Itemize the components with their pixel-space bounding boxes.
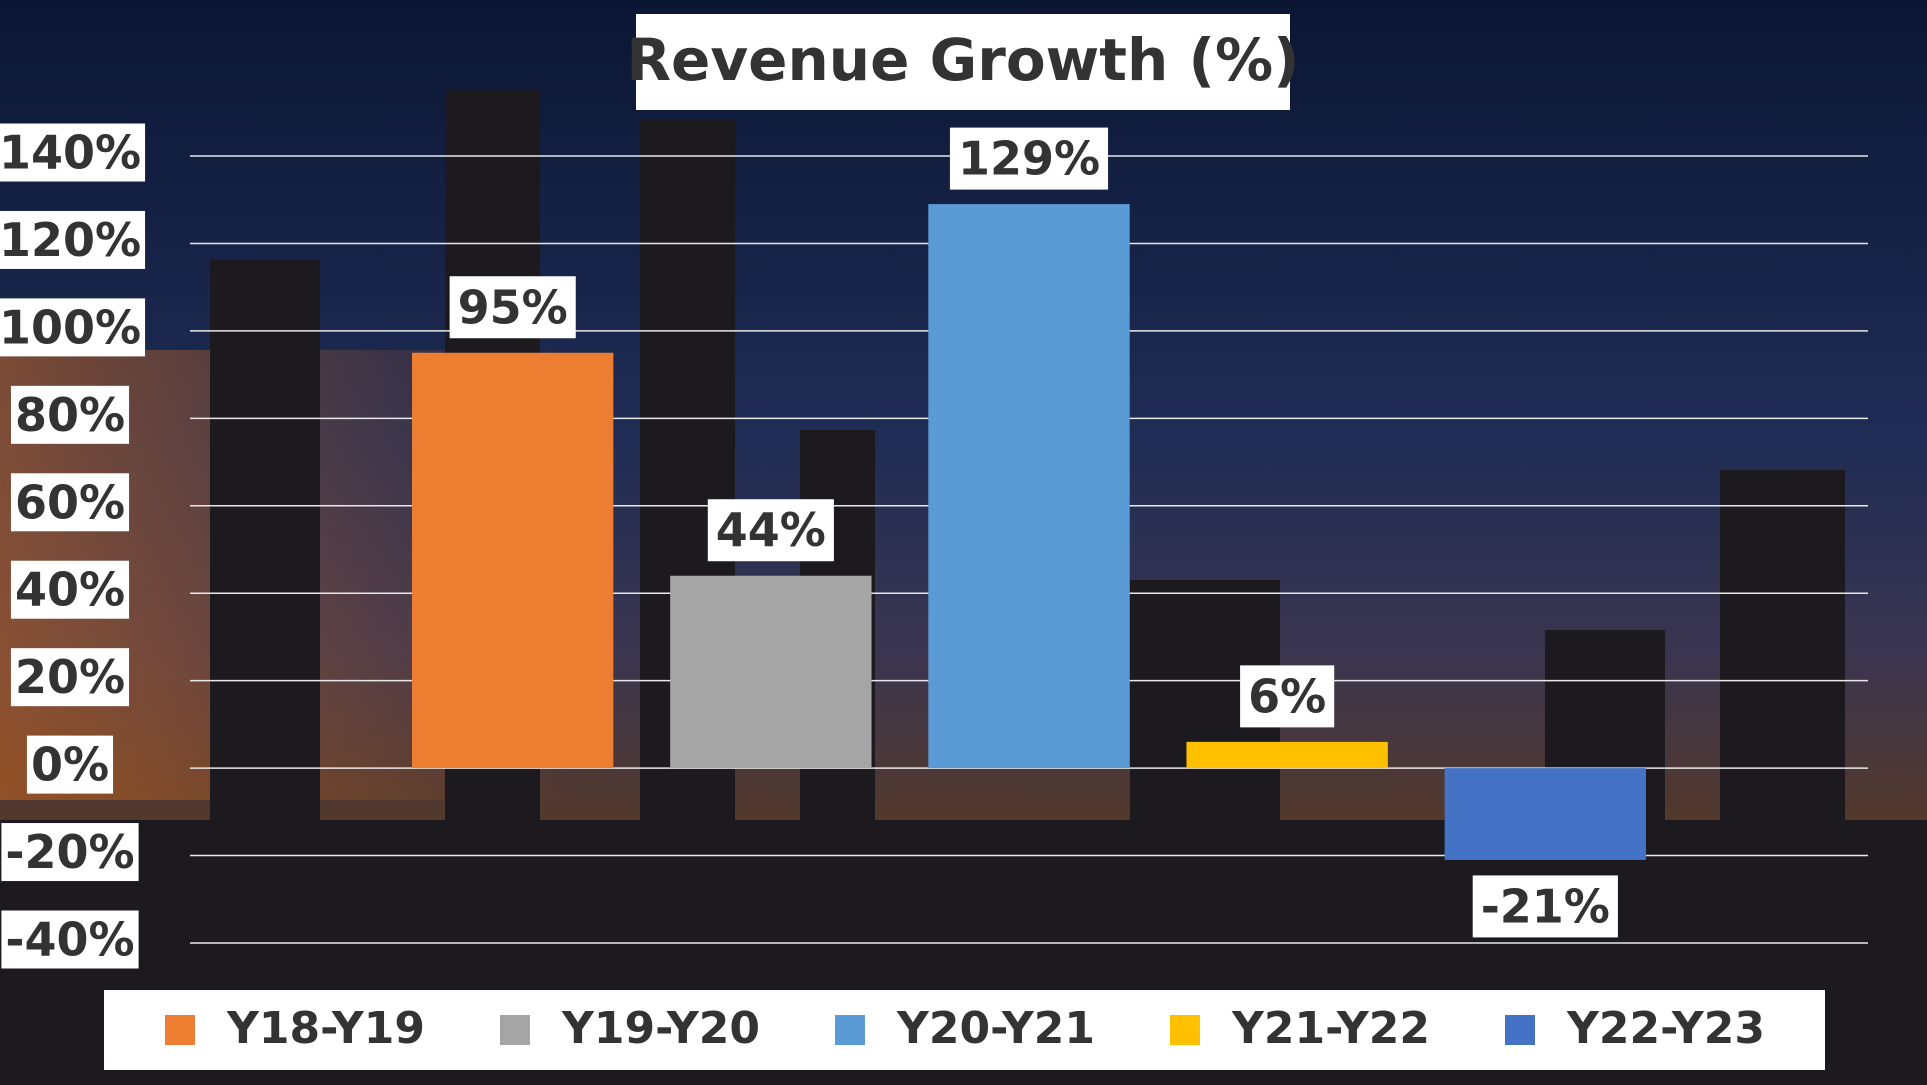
y-tick-label-box xyxy=(0,123,146,182)
bar xyxy=(670,575,872,769)
legend-label: Y20-Y21 xyxy=(896,1003,1095,1054)
y-tick-label: 0% xyxy=(31,738,109,792)
y-tick-label-group: 60% xyxy=(10,473,130,532)
y-tick-label-group: 40% xyxy=(10,560,130,619)
bar xyxy=(1444,768,1646,860)
data-label: 6% xyxy=(1248,669,1326,723)
y-tick-label: 60% xyxy=(15,475,125,529)
y-tick-label-group: -40% xyxy=(1,910,139,969)
title-box xyxy=(636,14,1290,110)
legend-box xyxy=(104,990,1825,1070)
legend-label: Y18-Y19 xyxy=(226,1003,425,1054)
y-tick-label-group: 120% xyxy=(0,210,146,269)
y-tick-label: 100% xyxy=(0,300,141,354)
data-label-box xyxy=(707,499,834,562)
data-label: 129% xyxy=(958,132,1100,186)
y-tick-label: 120% xyxy=(0,213,141,267)
y-tick-label-group: 20% xyxy=(10,648,130,707)
y-tick-label-box xyxy=(1,823,139,882)
y-tick-label: 40% xyxy=(15,563,125,617)
data-label: 95% xyxy=(458,280,568,334)
y-tick-label-box xyxy=(26,735,114,794)
data-label-box xyxy=(949,127,1109,190)
y-tick-label: 20% xyxy=(15,650,125,704)
y-tick-label-group: 100% xyxy=(0,298,146,357)
bar xyxy=(928,204,1130,769)
legend-swatch xyxy=(1505,1015,1535,1045)
data-label-group: 95% xyxy=(449,276,576,339)
bar xyxy=(412,352,614,769)
data-label-group: 6% xyxy=(1240,665,1335,728)
bar xyxy=(1186,741,1388,769)
y-tick-label-group: -20% xyxy=(1,823,139,882)
data-label-group: -21% xyxy=(1472,875,1618,938)
y-tick-label-group: 80% xyxy=(10,385,130,444)
data-label-box xyxy=(1472,875,1618,938)
legend-swatch xyxy=(500,1015,530,1045)
y-tick-label-box xyxy=(1,910,139,969)
legend-swatch xyxy=(165,1015,195,1045)
data-label-box xyxy=(449,276,576,339)
y-tick-label-box xyxy=(10,648,130,707)
y-tick-label-box xyxy=(10,385,130,444)
y-tick-label-group: 140% xyxy=(0,123,146,182)
data-label-box xyxy=(1240,665,1335,728)
chart-title: Revenue Growth (%) xyxy=(626,26,1299,94)
legend-swatch xyxy=(835,1015,865,1045)
y-tick-label-box xyxy=(10,473,130,532)
legend-swatch xyxy=(1170,1015,1200,1045)
legend-label: Y22-Y23 xyxy=(1566,1003,1765,1054)
y-tick-label: 80% xyxy=(15,388,125,442)
legend-label: Y19-Y20 xyxy=(561,1003,760,1054)
y-tick-label: 140% xyxy=(0,126,141,180)
y-tick-label-box xyxy=(10,560,130,619)
y-tick-label-box xyxy=(0,298,146,357)
data-label: -21% xyxy=(1481,879,1610,933)
data-label: 44% xyxy=(716,503,826,557)
data-label-group: 44% xyxy=(707,499,834,562)
data-label-group: 129% xyxy=(949,127,1109,190)
y-tick-label: -40% xyxy=(5,913,134,967)
legend-label: Y21-Y22 xyxy=(1231,1003,1430,1054)
y-tick-label: -20% xyxy=(5,825,134,879)
y-tick-label-box xyxy=(0,210,146,269)
y-tick-label-group: 0% xyxy=(26,735,114,794)
